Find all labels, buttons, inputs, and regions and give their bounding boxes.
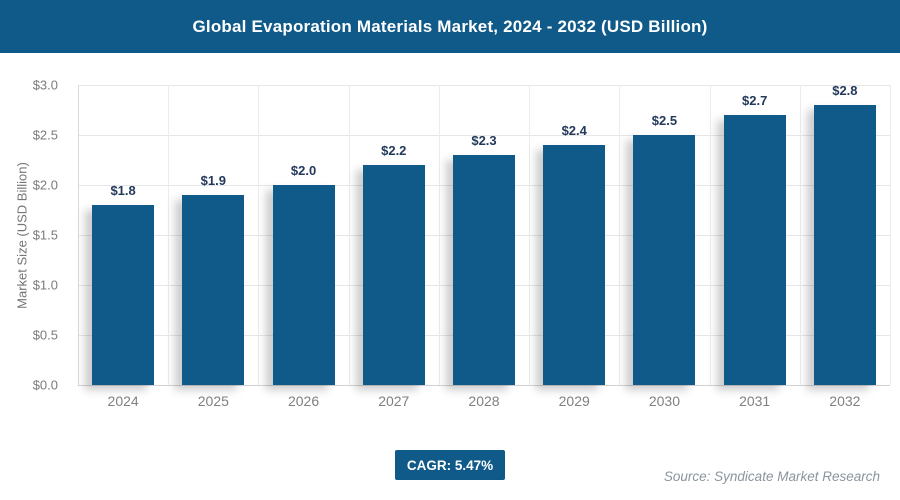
x-tick-label: 2027 <box>378 393 410 409</box>
y-tick-label: $1.0 <box>32 277 58 293</box>
bar-value-label: $1.9 <box>200 173 226 188</box>
h-gridline <box>78 385 890 386</box>
v-gridline <box>78 85 79 385</box>
y-tick-label: $1.5 <box>32 227 58 243</box>
x-tick-label: 2028 <box>468 393 500 409</box>
h-gridline <box>78 85 890 86</box>
bar-2025 <box>182 195 245 385</box>
chart-title: Global Evaporation Materials Market, 202… <box>192 16 708 36</box>
x-tick-label: 2032 <box>829 393 861 409</box>
y-tick-label: $0.5 <box>32 327 58 343</box>
bar-value-label: $2.2 <box>381 143 407 158</box>
bar-2032 <box>813 105 876 385</box>
bar-value-label: $1.8 <box>110 183 136 198</box>
bar-2029 <box>543 145 606 385</box>
x-tick-label: 2029 <box>558 393 590 409</box>
bar-value-label: $2.0 <box>290 163 317 178</box>
y-tick-label: $2.5 <box>32 127 58 143</box>
y-tick-label: $3.0 <box>32 77 58 93</box>
bar-value-label: $2.5 <box>651 113 678 128</box>
x-tick-label: 2024 <box>107 393 139 409</box>
bar-2026 <box>272 185 335 385</box>
bar-value-label: $2.3 <box>471 133 497 148</box>
cagr-badge: CAGR: 5.47% <box>395 450 505 480</box>
bar-2024 <box>92 205 155 385</box>
x-tick-label: 2026 <box>287 393 320 409</box>
bar-2030 <box>633 135 696 385</box>
bar-2027 <box>362 165 425 385</box>
v-gridline <box>258 85 260 385</box>
source-attribution: Source: Syndicate Market Research <box>663 469 880 484</box>
x-tick-label: 2030 <box>648 393 681 409</box>
x-tick-label: 2025 <box>197 393 229 409</box>
v-gridline <box>890 85 891 385</box>
v-gridline <box>799 85 801 385</box>
v-gridline <box>438 85 440 385</box>
y-tick-label: $2.0 <box>32 177 58 193</box>
h-gridline <box>78 135 890 136</box>
chart-title-bar: Global Evaporation Materials Market, 202… <box>0 0 900 53</box>
plot-area: $0.0 $0.5 $1.0 $1.5 $2.0 $2.5 $3.0 $1.8 2024 $1.9… <box>33 78 891 409</box>
bar-value-label: $2.7 <box>742 93 768 108</box>
v-gridline <box>168 85 170 385</box>
bar-value-label: $2.4 <box>561 123 587 138</box>
bar-2031 <box>723 115 786 385</box>
v-gridline <box>348 85 350 385</box>
v-gridline <box>709 85 711 385</box>
v-gridline <box>529 85 531 385</box>
x-tick-label: 2031 <box>739 393 771 409</box>
y-tick-label: $0.0 <box>32 377 58 393</box>
bar-value-label: $2.8 <box>832 83 858 98</box>
bar-2028 <box>453 155 515 385</box>
v-gridline <box>619 85 621 385</box>
